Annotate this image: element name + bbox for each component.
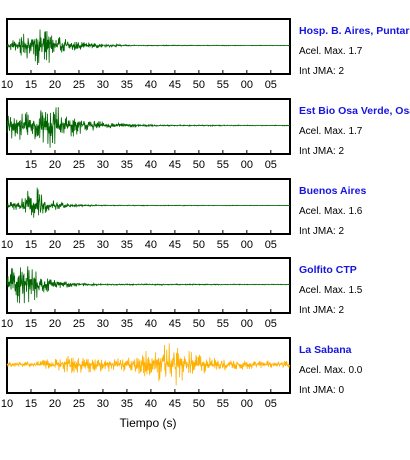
tick-label: 55 <box>217 79 229 91</box>
station-name: Est Bio Osa Verde, Osa <box>299 105 410 117</box>
max-acceleration: Acel. Max. 1.7 <box>299 46 363 57</box>
tick-label: 00 <box>241 318 253 330</box>
tick-label: 40 <box>145 239 157 251</box>
station-name: Hosp. B. Aires, Puntare <box>299 25 410 37</box>
waveform-trace <box>6 107 291 148</box>
tick-label: 05 <box>265 159 277 171</box>
max-acceleration: Acel. Max. 0.0 <box>299 365 363 376</box>
tick-label: 45 <box>169 318 181 330</box>
waveform-trace <box>6 187 291 218</box>
tick-label: 15 <box>25 398 37 410</box>
tick-label: 25 <box>73 398 85 410</box>
tick-label: 50 <box>193 318 205 330</box>
jma-intensity: Int JMA: 2 <box>299 66 344 77</box>
max-acceleration: Acel. Max. 1.5 <box>299 285 363 296</box>
tick-label: 30 <box>97 79 109 91</box>
max-acceleration: Acel. Max. 1.7 <box>299 126 363 137</box>
tick-label: 05 <box>265 239 277 251</box>
station-name: Golfito CTP <box>299 264 357 276</box>
tick-label: 50 <box>193 79 205 91</box>
waveform-trace <box>6 266 291 304</box>
station-panels: 10 15 20 25 30 35 40 45 50 55 00 05 Hosp. B. Aires, … <box>1 18 410 410</box>
tick-label: 05 <box>265 79 277 91</box>
tick-label: 15 <box>25 79 37 91</box>
tick-label: 45 <box>169 79 181 91</box>
tick-label: 25 <box>73 318 85 330</box>
tick-label: 45 <box>169 159 181 171</box>
tick-label: 50 <box>193 398 205 410</box>
tick-label: 40 <box>145 159 157 171</box>
tick-label: 25 <box>73 79 85 91</box>
tick-label: 40 <box>145 318 157 330</box>
tick-label: 40 <box>145 398 157 410</box>
tick-label: 00 <box>241 79 253 91</box>
tick-label: 50 <box>193 239 205 251</box>
panel-frame <box>6 257 291 314</box>
tick-label: 20 <box>49 239 61 251</box>
panel-frame <box>6 98 291 155</box>
tick-label: 10 <box>1 318 13 330</box>
tick-label: 10 <box>1 79 13 91</box>
tick-label: 45 <box>169 239 181 251</box>
tick-label: 10 <box>1 239 13 251</box>
tick-label: 40 <box>145 79 157 91</box>
tick-label: 20 <box>49 398 61 410</box>
waveform-trace <box>6 29 291 66</box>
tick-label: 15 <box>25 159 37 171</box>
x-axis-ticks: 10 15 20 25 30 35 40 45 50 55 00 05 <box>1 70 277 91</box>
jma-intensity: Int JMA: 2 <box>299 305 344 316</box>
tick-label: 30 <box>97 318 109 330</box>
tick-label: 35 <box>121 318 133 330</box>
jma-intensity: Int JMA: 0 <box>299 385 344 396</box>
tick-label: 15 <box>25 318 37 330</box>
tick-label: 30 <box>97 239 109 251</box>
tick-label: 50 <box>193 159 205 171</box>
x-axis-ticks: 15 20 25 30 35 40 45 50 55 00 05 <box>6 150 277 171</box>
x-axis-label: Tiempo (s) <box>120 416 177 430</box>
tick-label: 05 <box>265 318 277 330</box>
tick-label: 55 <box>217 239 229 251</box>
tick-label: 20 <box>49 159 61 171</box>
x-axis-ticks: 10 15 20 25 30 35 40 45 50 55 00 05 <box>1 309 277 330</box>
tick-label: 10 <box>1 398 13 410</box>
station-panel: 10 15 20 25 30 35 40 45 50 55 00 05 Hosp. B. Aires, … <box>1 18 410 91</box>
jma-intensity: Int JMA: 2 <box>299 146 344 157</box>
tick-label: 05 <box>265 398 277 410</box>
tick-label: 55 <box>217 398 229 410</box>
waveform-trace <box>6 343 291 386</box>
tick-label: 20 <box>49 318 61 330</box>
tick-label: 30 <box>97 398 109 410</box>
tick-label: 45 <box>169 398 181 410</box>
tick-label: 25 <box>73 239 85 251</box>
tick-label: 20 <box>49 79 61 91</box>
tick-label: 00 <box>241 159 253 171</box>
station-name: Buenos Aires <box>299 185 366 197</box>
tick-label: 30 <box>97 159 109 171</box>
tick-label: 15 <box>25 239 37 251</box>
station-panel: 10 15 20 25 30 35 40 45 50 55 00 05 Buenos Aires Acel… <box>1 178 366 251</box>
tick-label: 55 <box>217 318 229 330</box>
station-name: La Sabana <box>299 344 352 356</box>
tick-label: 35 <box>121 159 133 171</box>
x-axis-ticks: 10 15 20 25 30 35 40 45 50 55 00 05 <box>1 389 277 410</box>
x-axis-ticks: 10 15 20 25 30 35 40 45 50 55 00 05 <box>1 230 277 251</box>
tick-label: 00 <box>241 398 253 410</box>
station-panel: 15 20 25 30 35 40 45 50 55 00 05 Est Bio Osa Verde,… <box>6 98 410 171</box>
station-panel: 10 15 20 25 30 35 40 45 50 55 00 05 Golfito CTP Acel.… <box>1 257 363 330</box>
jma-intensity: Int JMA: 2 <box>299 226 344 237</box>
tick-label: 00 <box>241 239 253 251</box>
station-panel: 10 15 20 25 30 35 40 45 50 55 00 05 La Sabana Acel. M… <box>1 337 363 410</box>
max-acceleration: Acel. Max. 1.6 <box>299 206 363 217</box>
tick-label: 35 <box>121 79 133 91</box>
tick-label: 35 <box>121 398 133 410</box>
tick-label: 55 <box>217 159 229 171</box>
tick-label: 35 <box>121 239 133 251</box>
tick-label: 25 <box>73 159 85 171</box>
